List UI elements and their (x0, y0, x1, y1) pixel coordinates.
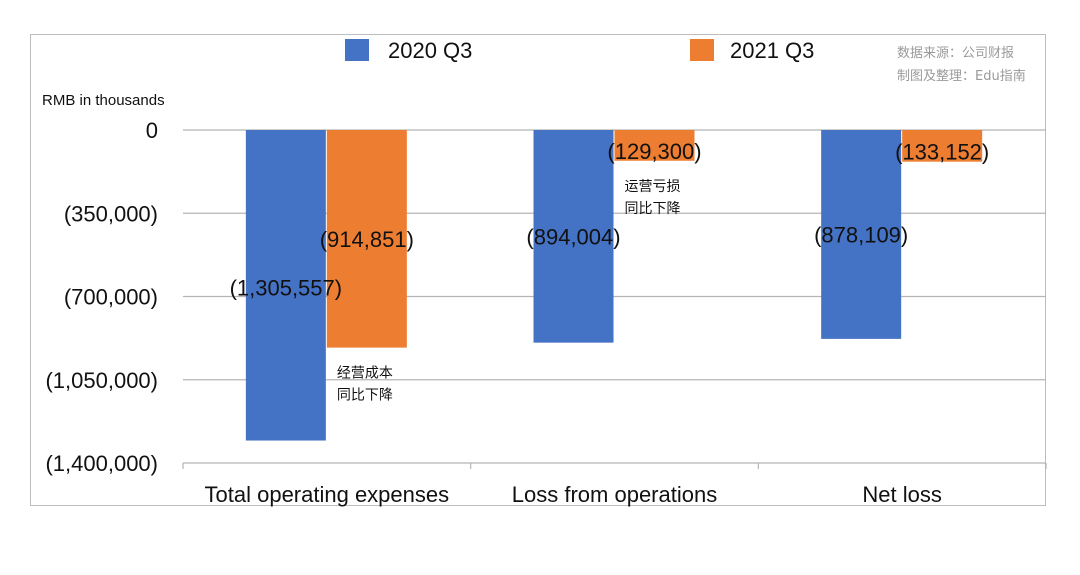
unit-label: RMB in thousands (42, 92, 165, 109)
value-label: (129,300) (607, 139, 701, 164)
bar-2-1 (326, 130, 407, 348)
annotation-text: 运营亏损 (625, 179, 681, 195)
bar-1-3 (821, 130, 902, 339)
legend-label-1: 2020 Q3 (388, 38, 472, 63)
category-label: Net loss (862, 482, 941, 507)
source-line: 制图及整理：Edu指南 (897, 68, 1026, 84)
value-label: (914,851) (320, 227, 414, 252)
legend-swatch-2 (690, 39, 714, 61)
value-label: (1,305,557) (230, 275, 343, 300)
value-label: (878,109) (814, 222, 908, 247)
bar-2-2 (614, 130, 695, 161)
annotation-text: 经营成本 (337, 366, 393, 382)
value-label: (894,004) (526, 224, 620, 249)
y-tick-label: (1,050,000) (45, 368, 158, 393)
annotation-text: 同比下降 (337, 388, 393, 404)
legend-swatch-1 (345, 39, 369, 61)
y-tick-label: (1,400,000) (45, 451, 158, 476)
legend-label-2: 2021 Q3 (730, 38, 814, 63)
bar-1-2 (533, 130, 614, 343)
value-label: (133,152) (895, 140, 989, 165)
category-label: Total operating expenses (205, 482, 450, 507)
y-tick-label: (350,000) (64, 201, 158, 226)
y-tick-label: 0 (146, 118, 158, 143)
annotation-text: 同比下降 (625, 201, 681, 217)
bar-1-1 (245, 130, 326, 441)
bar-2-3 (902, 130, 983, 162)
category-label: Loss from operations (512, 482, 717, 507)
y-tick-label: (700,000) (64, 285, 158, 310)
source-line: 数据来源：公司财报 (897, 46, 1014, 61)
